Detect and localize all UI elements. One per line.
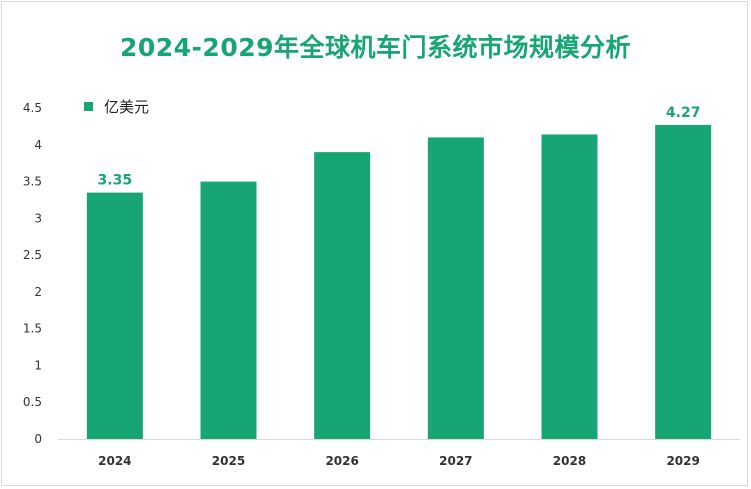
y-axis-ticks: 0 0.5 1 1.5 2 2.5 3 3.5 4 4.5 — [23, 101, 42, 446]
bar-2027 — [427, 137, 484, 439]
bars — [86, 124, 712, 440]
chart-title: 2024-2029年全球机车门系统市场规模分析 — [119, 33, 632, 62]
bar-2028 — [541, 134, 598, 440]
bar-2029 — [655, 124, 712, 439]
x-tick-label: 2029 — [666, 454, 699, 468]
y-tick-label: 0 — [34, 432, 42, 446]
y-tick-label: 4.5 — [23, 101, 42, 115]
y-tick-label: 2.5 — [23, 248, 42, 262]
legend-swatch — [84, 102, 93, 111]
data-label-2029: 4.27 — [666, 105, 701, 121]
x-tick-label: 2024 — [98, 454, 131, 468]
bar-2024 — [86, 192, 143, 439]
y-tick-label: 0.5 — [23, 395, 42, 409]
x-tick-label: 2026 — [325, 454, 358, 468]
x-axis-ticks: 2024 2025 2026 2027 2028 2029 — [98, 454, 700, 468]
y-tick-label: 4 — [34, 138, 42, 152]
y-tick-label: 1 — [34, 358, 42, 372]
y-tick-label: 3.5 — [23, 175, 42, 189]
y-tick-label: 1.5 — [23, 322, 42, 336]
x-tick-label: 2027 — [439, 454, 472, 468]
legend-label: 亿美元 — [104, 98, 149, 116]
y-tick-label: 2 — [34, 285, 42, 299]
y-tick-label: 3 — [34, 211, 42, 225]
legend: 亿美元 — [84, 98, 149, 116]
x-tick-label: 2028 — [553, 454, 586, 468]
bar-2026 — [314, 152, 371, 439]
data-label-2024: 3.35 — [98, 173, 133, 189]
data-labels: 3.35 4.27 — [98, 105, 701, 189]
x-tick-label: 2025 — [212, 454, 245, 468]
bar-2025 — [200, 181, 257, 440]
